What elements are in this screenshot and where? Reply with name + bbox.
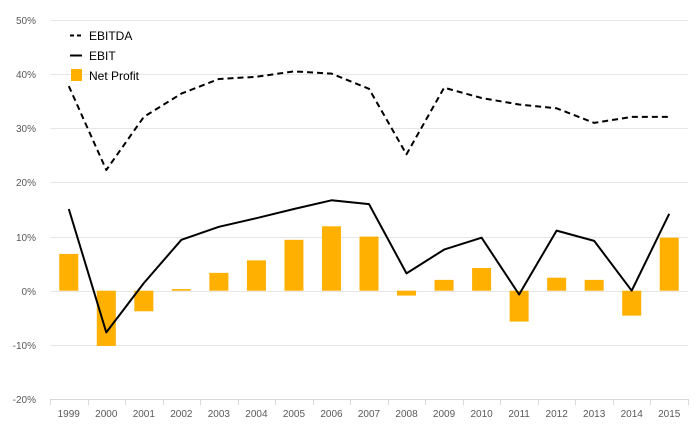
x-tick-label: 2013 xyxy=(583,409,606,420)
net-profit-bar xyxy=(659,237,679,291)
net-profit-bar xyxy=(284,239,304,291)
net-profit-bar xyxy=(434,279,454,291)
x-axis-tick-labels: 1999 2000 2001 2002 2003 2004 2005 2006 2007 2008… xyxy=(58,409,681,420)
x-tick-label: 2007 xyxy=(358,409,381,420)
y-tick-label: 20% xyxy=(16,178,36,189)
net-profit-bar xyxy=(209,272,229,291)
grid-lines xyxy=(50,20,689,405)
legend: EBITDA EBIT Net Profit xyxy=(70,29,140,83)
y-tick-label: 30% xyxy=(16,124,36,135)
x-tick-label: 2000 xyxy=(95,409,118,420)
x-tick-label: 2005 xyxy=(283,409,306,420)
x-tick-label: 2011 xyxy=(508,409,530,420)
y-tick-label: 0% xyxy=(22,287,37,298)
net-profit-bar xyxy=(472,267,492,291)
x-tick-label: 2015 xyxy=(658,409,681,420)
ebit-line xyxy=(67,199,671,334)
x-tick-label: 2006 xyxy=(320,409,343,420)
net-profit-bar xyxy=(584,279,604,291)
ebitda-line xyxy=(67,70,670,171)
x-tick-label: 1999 xyxy=(58,409,81,420)
net-profit-bar xyxy=(96,290,116,346)
net-profit-bar xyxy=(359,236,379,291)
legend-label-ebitda: EBITDA xyxy=(89,29,132,43)
x-tick-label: 2010 xyxy=(470,409,493,420)
y-tick-label: 40% xyxy=(16,70,36,81)
y-tick-label: -20% xyxy=(13,395,36,406)
y-axis-tick-labels: 50% 40% 30% 20% 10% 0% -10% -20% xyxy=(13,16,36,406)
net-profit-bar xyxy=(59,253,79,291)
x-tick-label: 2008 xyxy=(395,409,418,420)
net-profit-bar xyxy=(134,290,154,312)
x-tick-label: 2004 xyxy=(245,409,268,420)
x-tick-label: 2009 xyxy=(433,409,456,420)
net-profit-bar xyxy=(547,277,567,291)
x-tick-label: 2003 xyxy=(208,409,231,420)
net-profit-bar xyxy=(171,289,191,291)
net-profit-bars xyxy=(59,226,679,346)
net-profit-bar xyxy=(509,290,529,322)
series-lines xyxy=(67,70,671,334)
x-tick-label: 2002 xyxy=(170,409,193,420)
net-profit-bar xyxy=(397,290,417,296)
x-tick-label: 2012 xyxy=(546,409,569,420)
x-tick-label: 2001 xyxy=(133,409,156,420)
net-profit-bar xyxy=(622,290,642,316)
x-tick-label: 2014 xyxy=(621,409,644,420)
y-tick-label: -10% xyxy=(13,341,36,352)
legend-swatch-net-profit xyxy=(71,69,82,81)
y-tick-label: 10% xyxy=(16,233,36,244)
net-profit-bar xyxy=(246,260,266,291)
net-profit-bar xyxy=(321,226,341,291)
legend-label-ebit: EBIT xyxy=(89,49,116,63)
legend-label-net-profit: Net Profit xyxy=(89,69,140,83)
y-tick-label: 50% xyxy=(16,16,36,27)
